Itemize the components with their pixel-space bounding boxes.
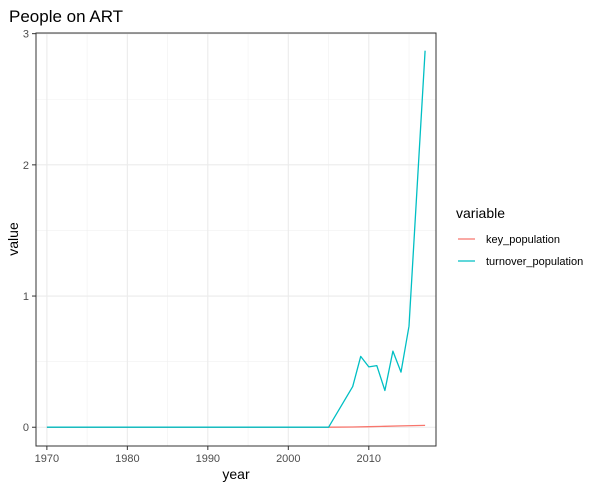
y-axis-title: value xyxy=(5,222,21,256)
grid-minor xyxy=(36,33,436,446)
x-axis-title: year xyxy=(222,466,250,482)
x-tick-label: 1970 xyxy=(35,453,59,465)
legend-title: variable xyxy=(456,205,505,221)
x-tick-label: 2010 xyxy=(357,453,381,465)
plot-background xyxy=(36,33,436,446)
plot-panel xyxy=(35,32,437,447)
series-lines xyxy=(46,50,426,428)
y-tick-label: 2 xyxy=(23,160,29,172)
y-tick-label: 0 xyxy=(23,422,29,434)
y-tick-label: 1 xyxy=(23,291,29,303)
plot-border xyxy=(35,32,437,447)
x-axis: 1970 1980 1990 2000 2010 xyxy=(35,446,381,465)
legend-label-key-population: key_population xyxy=(486,234,560,246)
legend-label-turnover-population: turnover_population xyxy=(486,256,583,268)
x-tick-label: 1980 xyxy=(115,453,139,465)
y-axis: 0 1 2 3 xyxy=(23,29,36,434)
y-tick-label: 3 xyxy=(23,29,29,41)
x-tick-label: 2000 xyxy=(276,453,300,465)
legend: variable key_population turnover_populati… xyxy=(456,205,583,268)
chart-title: People on ART xyxy=(9,7,123,26)
series-line-turnover-population xyxy=(46,50,426,428)
x-tick-label: 1990 xyxy=(196,453,220,465)
